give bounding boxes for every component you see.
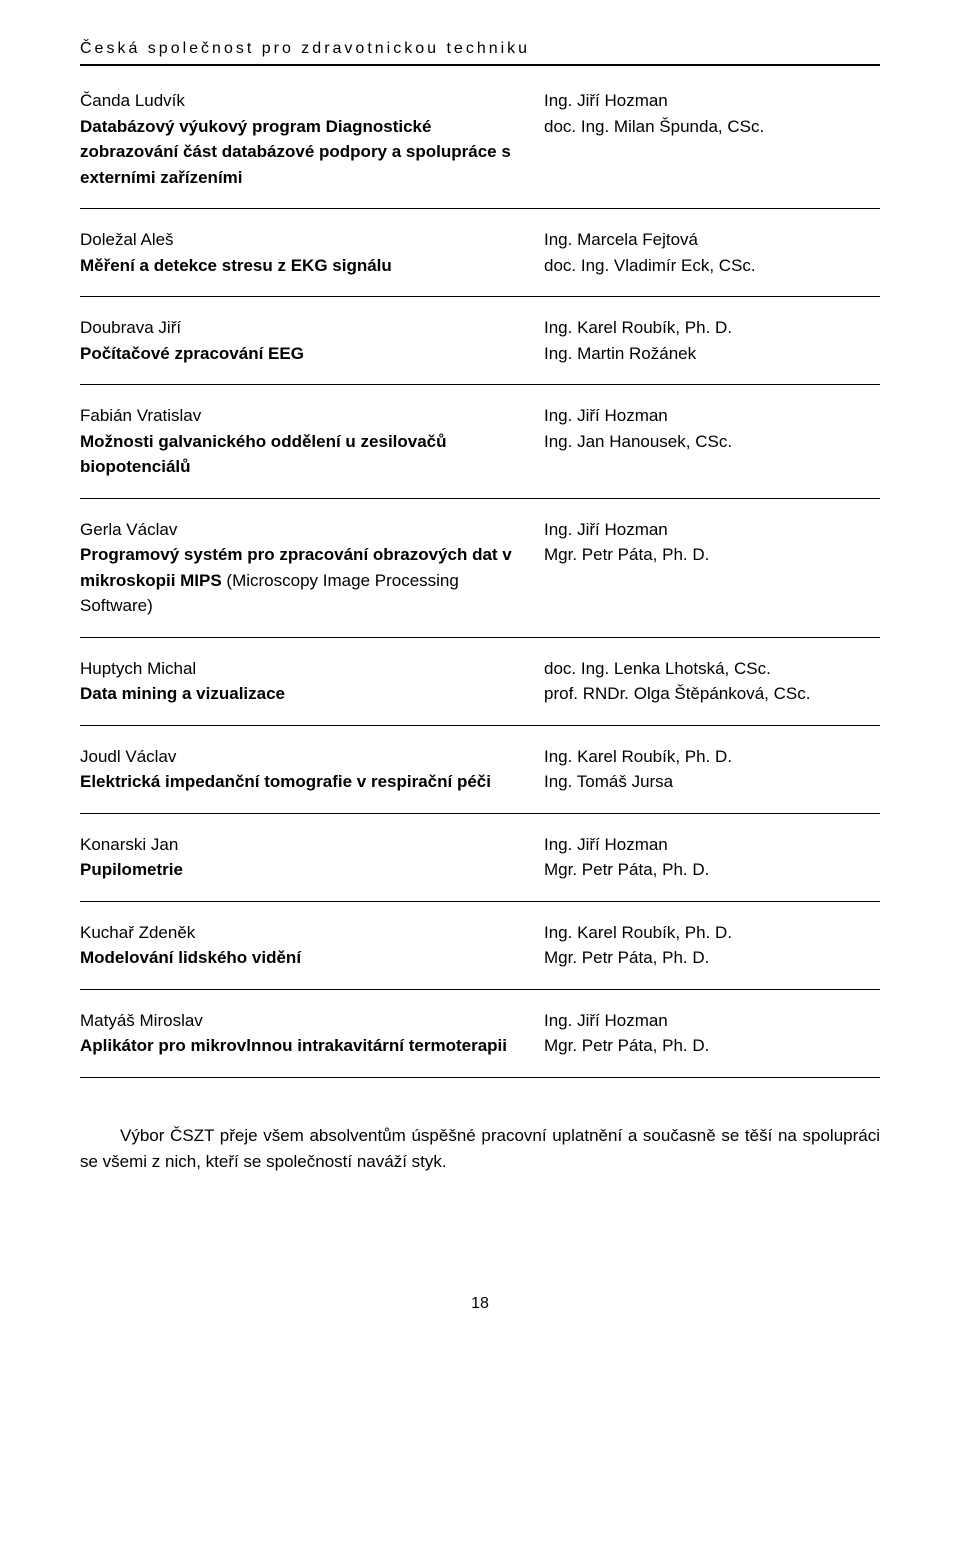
thesis-title: Databázový výukový program Diagnostické …: [80, 114, 524, 191]
student-name: Gerla Václav: [80, 517, 524, 543]
supervisor-1: Ing. Karel Roubík, Ph. D.: [544, 315, 880, 341]
supervisor-1: Ing. Karel Roubík, Ph. D.: [544, 920, 880, 946]
thesis-bold: Data mining a vizualizace: [80, 684, 285, 703]
student-name: Matyáš Miroslav: [80, 1008, 524, 1034]
table-row: Fabián Vratislav Možnosti galvanického od…: [80, 385, 880, 499]
supervisor-2: Ing. Tomáš Jursa: [544, 769, 880, 795]
supervisor-2: Ing. Martin Rožánek: [544, 341, 880, 367]
supervisor-1: Ing. Karel Roubík, Ph. D.: [544, 744, 880, 770]
supervisor-1: Ing. Marcela Fejtová: [544, 227, 880, 253]
thesis-bold: Elektrická impedanční tomografie v respi…: [80, 772, 491, 791]
student-name: Doležal Aleš: [80, 227, 524, 253]
thesis-title: Možnosti galvanického oddělení u zesilov…: [80, 429, 524, 480]
thesis-title: Programový systém pro zpracování obrazov…: [80, 542, 524, 619]
supervisor-2: Ing. Jan Hanousek, CSc.: [544, 429, 880, 455]
supervisor-2: Mgr. Petr Páta, Ph. D.: [544, 945, 880, 971]
thesis-bold: Počítačové zpracování EEG: [80, 344, 304, 363]
entries-list: Čanda Ludvík Databázový výukový program D…: [80, 70, 880, 1078]
header-rule: [80, 64, 880, 66]
thesis-title: Měření a detekce stresu z EKG signálu: [80, 253, 524, 279]
thesis-bold: Možnosti galvanického oddělení u zesilov…: [80, 432, 447, 477]
student-name: Joudl Václav: [80, 744, 524, 770]
table-row: Matyáš Miroslav Aplikátor pro mikrovlnnou…: [80, 990, 880, 1078]
thesis-title: Aplikátor pro mikrovlnnou intrakavitární…: [80, 1033, 524, 1059]
supervisor-1: doc. Ing. Lenka Lhotská, CSc.: [544, 656, 880, 682]
supervisor-1: Ing. Jiří Hozman: [544, 1008, 880, 1034]
table-row: Huptych Michal Data mining a vizualizace d…: [80, 638, 880, 726]
student-name: Doubrava Jiří: [80, 315, 524, 341]
entry-right: Ing. Karel Roubík, Ph. D.Ing. Tomáš Jurs…: [544, 744, 880, 795]
entry-right: Ing. Jiří Hozmandoc. Ing. Milan Špunda, …: [544, 88, 880, 190]
page-number: 18: [80, 1295, 880, 1313]
supervisor-2: prof. RNDr. Olga Štěpánková, CSc.: [544, 681, 880, 707]
thesis-title: Data mining a vizualizace: [80, 681, 524, 707]
thesis-bold: Modelování lidského vidění: [80, 948, 301, 967]
entry-right: Ing. Karel Roubík, Ph. D.Ing. Martin Rož…: [544, 315, 880, 366]
entry-left: Doležal Aleš Měření a detekce stresu z EK…: [80, 227, 544, 278]
supervisor-1: Ing. Jiří Hozman: [544, 517, 880, 543]
entry-left: Huptych Michal Data mining a vizualizace: [80, 656, 544, 707]
thesis-bold: Databázový výukový program Diagnostické …: [80, 117, 511, 187]
student-name: Konarski Jan: [80, 832, 524, 858]
table-row: Kuchař Zdeněk Modelování lidského vidění I…: [80, 902, 880, 990]
thesis-bold: Aplikátor pro mikrovlnnou intrakavitární…: [80, 1036, 507, 1055]
entry-left: Konarski Jan Pupilometrie: [80, 832, 544, 883]
supervisor-2: Mgr. Petr Páta, Ph. D.: [544, 1033, 880, 1059]
student-name: Čanda Ludvík: [80, 88, 524, 114]
thesis-bold: Měření a detekce stresu z EKG signálu: [80, 256, 392, 275]
entry-right: Ing. Karel Roubík, Ph. D.Mgr. Petr Páta,…: [544, 920, 880, 971]
thesis-title: Elektrická impedanční tomografie v respi…: [80, 769, 524, 795]
table-row: Gerla VáclavProgramový systém pro zpraco…: [80, 499, 880, 638]
entry-right: Ing. Jiří HozmanMgr. Petr Páta, Ph. D.: [544, 832, 880, 883]
entry-left: Kuchař Zdeněk Modelování lidského vidění: [80, 920, 544, 971]
entry-right: Ing. Jiří HozmanMgr. Petr Páta, Ph. D.: [544, 1008, 880, 1059]
supervisor-2: doc. Ing. Vladimír Eck, CSc.: [544, 253, 880, 279]
entry-right: Ing. Jiří HozmanMgr. Petr Páta, Ph. D.: [544, 517, 880, 619]
page: Česká společnost pro zdravotnickou techn…: [0, 0, 960, 1373]
entry-left: Fabián Vratislav Možnosti galvanického od…: [80, 403, 544, 480]
entry-left: Čanda Ludvík Databázový výukový program D…: [80, 88, 544, 190]
student-name: Huptych Michal: [80, 656, 524, 682]
thesis-title: Počítačové zpracování EEG: [80, 341, 524, 367]
table-row: Doležal Aleš Měření a detekce stresu z EK…: [80, 209, 880, 297]
entry-left: Gerla VáclavProgramový systém pro zpraco…: [80, 517, 544, 619]
supervisor-1: Ing. Jiří Hozman: [544, 403, 880, 429]
entry-left: Matyáš Miroslav Aplikátor pro mikrovlnnou…: [80, 1008, 544, 1059]
student-name: Kuchař Zdeněk: [80, 920, 524, 946]
supervisor-1: Ing. Jiří Hozman: [544, 832, 880, 858]
entry-right: Ing. Marcela Fejtovádoc. Ing. Vladimír E…: [544, 227, 880, 278]
entry-left: Doubrava Jiří Počítačové zpracování EEG: [80, 315, 544, 366]
supervisor-2: Mgr. Petr Páta, Ph. D.: [544, 542, 880, 568]
table-row: Joudl Václav Elektrická impedanční tomogr…: [80, 726, 880, 814]
table-row: Doubrava Jiří Počítačové zpracování EEG In…: [80, 297, 880, 385]
student-name: Fabián Vratislav: [80, 403, 524, 429]
supervisor-2: doc. Ing. Milan Špunda, CSc.: [544, 114, 880, 140]
thesis-bold: Pupilometrie: [80, 860, 183, 879]
page-header: Česká společnost pro zdravotnickou techn…: [80, 40, 880, 58]
entry-right: doc. Ing. Lenka Lhotská, CSc.prof. RNDr.…: [544, 656, 880, 707]
thesis-title: Modelování lidského vidění: [80, 945, 524, 971]
thesis-title: Pupilometrie: [80, 857, 524, 883]
entry-left: Joudl Václav Elektrická impedanční tomogr…: [80, 744, 544, 795]
closing-note: Výbor ČSZT přeje všem absolventům úspěšn…: [80, 1123, 880, 1176]
entry-right: Ing. Jiří HozmanIng. Jan Hanousek, CSc.: [544, 403, 880, 480]
supervisor-2: Mgr. Petr Páta, Ph. D.: [544, 857, 880, 883]
table-row: Čanda Ludvík Databázový výukový program D…: [80, 70, 880, 209]
table-row: Konarski Jan Pupilometrie Ing. Jiří Hozman…: [80, 814, 880, 902]
supervisor-1: Ing. Jiří Hozman: [544, 88, 880, 114]
